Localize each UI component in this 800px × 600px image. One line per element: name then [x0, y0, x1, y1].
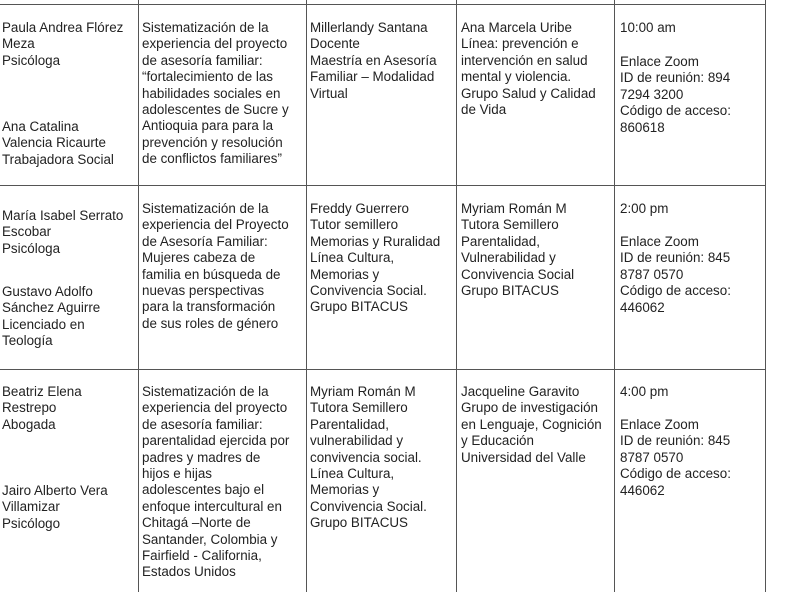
commentator: Ana Marcela Uribe Línea: prevención e in… — [461, 20, 596, 118]
row-divider — [0, 185, 766, 186]
project-title: Sistematización de la experiencia del pr… — [142, 384, 290, 580]
commentator: Myriam Román M Tutora Semillero Parental… — [461, 201, 575, 299]
column-divider — [765, 0, 766, 592]
advisor: Myriam Román M Tutora Semillero Parental… — [310, 384, 427, 531]
column-divider — [456, 0, 457, 592]
presenter-1: Beatriz Elena Restrepo Abogada — [2, 384, 82, 432]
advisor: Millerlandy Santana Docente Maestría en … — [310, 20, 437, 101]
row-divider — [0, 369, 766, 370]
presenter-2: Jairo Alberto Vera Villamizar Psicólogo — [2, 483, 108, 531]
presenter-2: Ana Catalina Valencia Ricaurte Trabajado… — [2, 119, 114, 167]
presenter-2: Gustavo Adolfo Sánchez Aguirre Licenciad… — [2, 284, 101, 349]
session-time: 2:00 pm — [620, 201, 669, 216]
zoom-details: Enlace Zoom ID de reunión: 845 8787 0570… — [620, 417, 731, 498]
presenter-1: Paula Andrea Flórez Meza Psicóloga — [2, 20, 124, 68]
column-divider — [306, 0, 307, 592]
column-divider — [138, 0, 139, 592]
commentator: Jacqueline Garavito Grupo de investigaci… — [461, 384, 602, 465]
project-title: Sistematización de la experiencia del pr… — [142, 20, 289, 167]
session-time: 4:00 pm — [620, 384, 669, 399]
zoom-details: Enlace Zoom ID de reunión: 894 7294 3200… — [620, 54, 731, 135]
column-divider — [614, 0, 615, 592]
session-time: 10:00 am — [620, 20, 676, 35]
advisor: Freddy Guerrero Tutor semillero Memorias… — [310, 201, 441, 315]
row-divider — [0, 4, 766, 5]
presenter-1: María Isabel Serrato Escobar Psicóloga — [2, 208, 124, 256]
project-title: Sistematización de la experiencia del Pr… — [142, 201, 289, 331]
zoom-details: Enlace Zoom ID de reunión: 845 8787 0570… — [620, 234, 731, 315]
